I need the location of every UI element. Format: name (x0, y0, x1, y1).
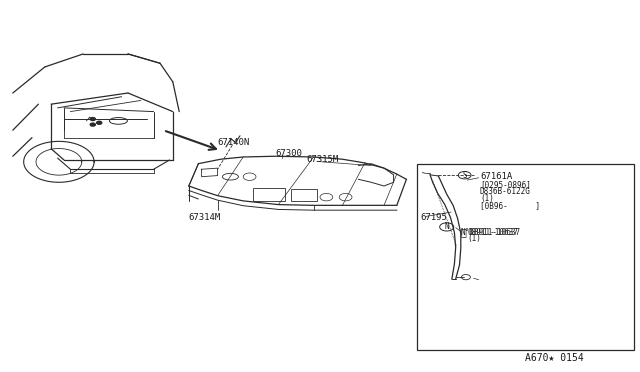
Text: [0295-0896]: [0295-0896] (480, 180, 531, 189)
Text: 67300: 67300 (275, 149, 302, 158)
Text: 67140N: 67140N (218, 138, 250, 147)
Bar (253, 188, 285, 201)
Text: (1): (1) (467, 234, 481, 243)
Text: A670★ 0154: A670★ 0154 (525, 353, 584, 363)
Text: 67195: 67195 (420, 213, 447, 222)
Text: 08911-10637: 08911-10637 (467, 228, 518, 237)
Circle shape (90, 123, 95, 126)
Text: 67315M: 67315M (306, 155, 338, 164)
Bar (417, 164, 634, 350)
Text: Ⓝ: Ⓝ (460, 228, 466, 237)
Text: D836B-6122G: D836B-6122G (480, 187, 531, 196)
Circle shape (90, 118, 95, 121)
Circle shape (97, 121, 102, 124)
Text: [0B96-      ]: [0B96- ] (480, 202, 540, 211)
Text: N°08911-10637: N°08911-10637 (461, 228, 521, 237)
Text: S: S (462, 171, 467, 180)
Bar (291, 189, 317, 201)
Text: N: N (444, 222, 449, 231)
Text: (1): (1) (480, 194, 494, 203)
Text: 67161A: 67161A (480, 172, 512, 181)
Text: 67314M: 67314M (189, 213, 221, 222)
